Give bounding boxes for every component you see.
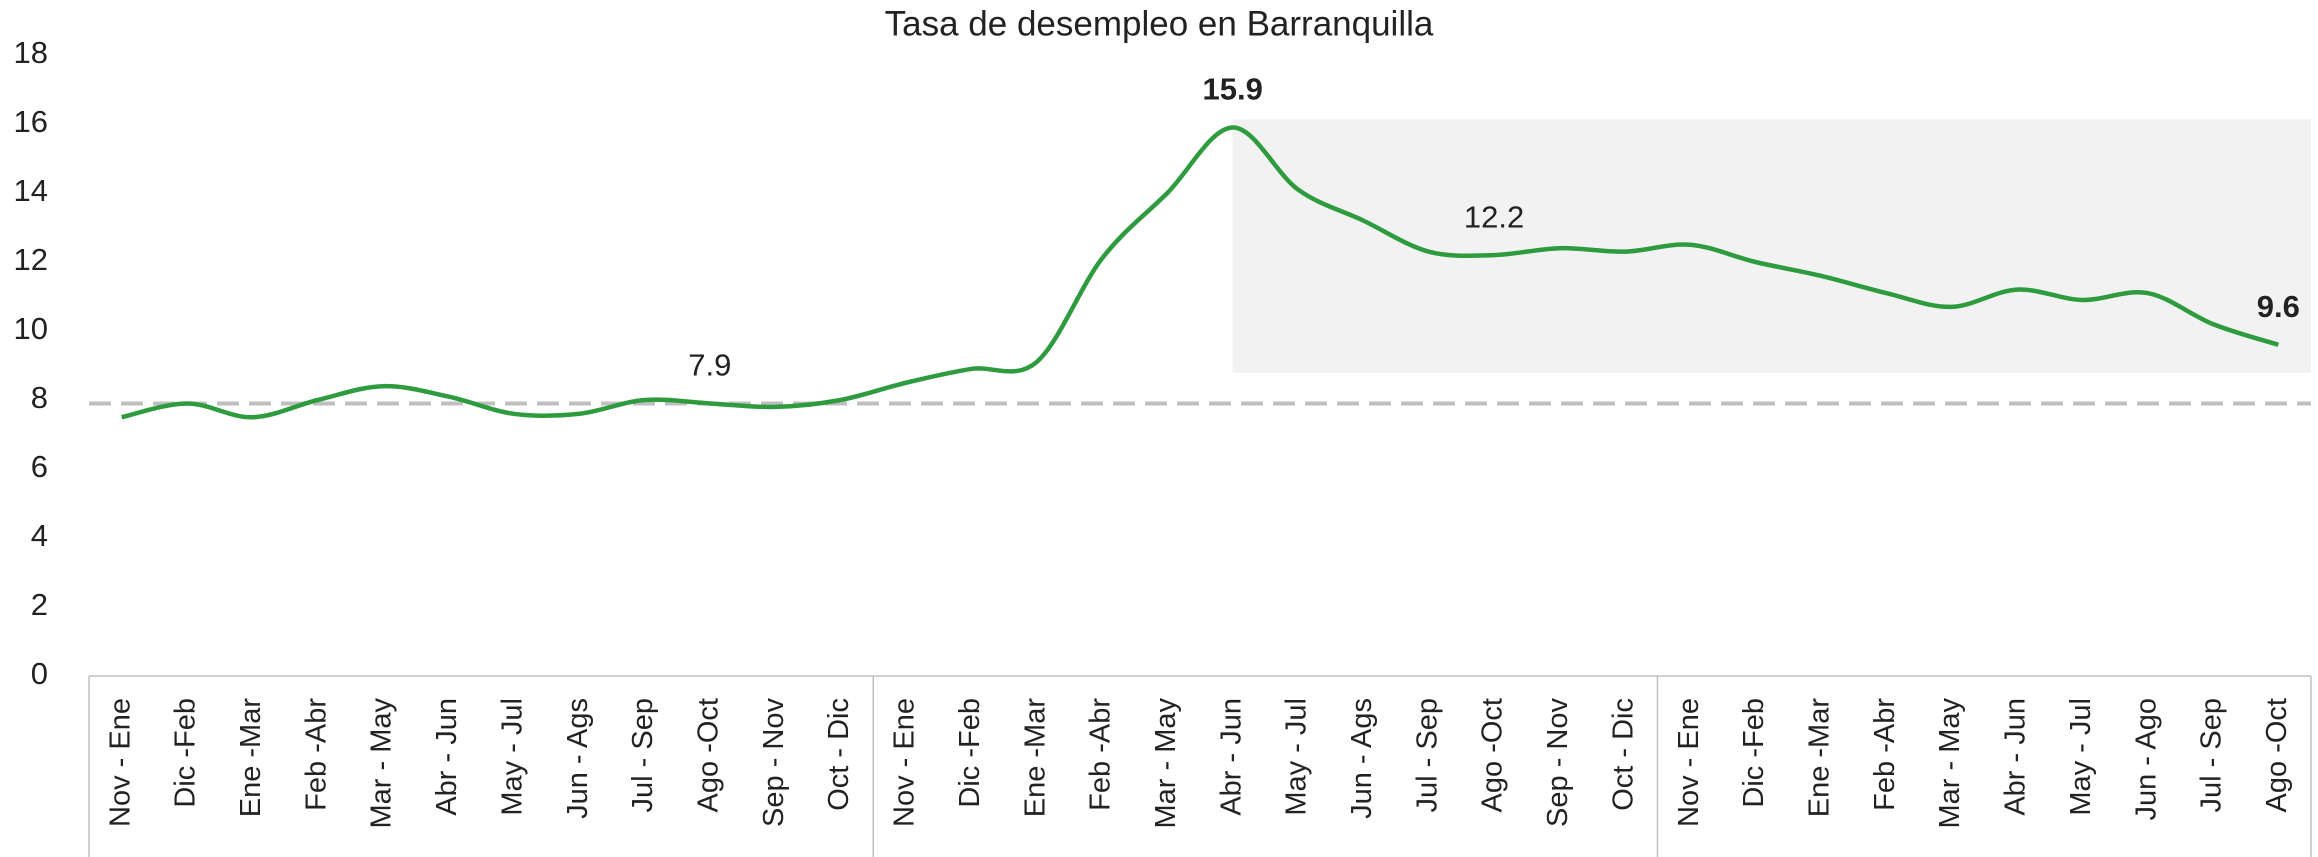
series-line	[121, 125, 2279, 420]
x-tick-label: Feb -Abr	[1085, 698, 1117, 811]
x-tick-label: Jun - Ags	[1346, 698, 1378, 819]
x-tick-label: Mar - May	[1934, 698, 1966, 829]
x-tick-label: Dic -Feb	[954, 698, 986, 808]
y-tick-label: 14	[14, 173, 48, 208]
x-tick-label: Ene -Mar	[1804, 698, 1836, 818]
x-tick-label: Ago -Oct	[2261, 698, 2293, 812]
data-label: 9.6	[2257, 289, 2300, 324]
y-tick-label: 8	[31, 380, 48, 415]
data-label: 7.9	[688, 348, 731, 383]
x-tick-label: May - Jul	[1281, 698, 1313, 816]
x-tick-label: Sep - Nov	[758, 698, 790, 827]
y-tick-label: 4	[31, 518, 48, 553]
x-tick-label: Jul - Sep	[627, 698, 659, 812]
x-tick-label: Ago -Oct	[693, 698, 725, 812]
y-tick-label: 2	[31, 587, 48, 622]
x-tick-label: Abr - Jun	[2000, 698, 2032, 816]
x-tick-label: Abr - Jun	[1215, 698, 1247, 816]
y-tick-label: 0	[31, 656, 48, 691]
x-tick-label: Oct - Dic	[1607, 698, 1639, 811]
x-tick-label: Jun - Ags	[562, 698, 594, 819]
y-tick-label: 18	[14, 35, 48, 70]
x-tick-label: May - Jul	[496, 698, 528, 816]
highlight-box	[1232, 119, 2311, 373]
x-tick-label: May - Jul	[2065, 698, 2097, 816]
x-tick-label: Mar - May	[366, 698, 398, 829]
y-tick-label: 16	[14, 104, 48, 139]
chart-title: Tasa de desempleo en Barranquilla	[885, 4, 1434, 43]
x-tick-label: Ene -Mar	[235, 698, 267, 818]
x-tick-label: Ene -Mar	[1019, 698, 1051, 818]
y-tick-label: 10	[14, 311, 48, 346]
x-tick-label: Abr - Jun	[431, 698, 463, 816]
y-tick-label: 6	[31, 449, 48, 484]
x-tick-label: Nov - Ene	[889, 698, 921, 827]
x-tick-label: Mar - May	[1150, 698, 1182, 829]
x-tick-label: Dic -Feb	[170, 698, 202, 808]
x-tick-label: Dic -Feb	[1738, 698, 1770, 808]
x-tick-label: Nov - Ene	[104, 698, 136, 827]
x-tick-label: Oct - Dic	[823, 698, 855, 811]
y-tick-label: 12	[14, 242, 48, 277]
x-tick-label: Jul - Sep	[2196, 698, 2228, 812]
x-tick-label: Feb -Abr	[300, 698, 332, 811]
x-tick-label: Ago -Oct	[1477, 698, 1509, 812]
x-tick-label: Jul - Sep	[1411, 698, 1443, 812]
data-label: 15.9	[1203, 72, 1263, 107]
data-label: 12.2	[1464, 199, 1524, 234]
x-tick-label: Jun - Ago	[2130, 698, 2162, 821]
x-tick-label: Nov - Ene	[1673, 698, 1705, 827]
x-tick-label: Feb -Abr	[1869, 698, 1901, 811]
x-tick-label: Sep - Nov	[1542, 698, 1574, 827]
